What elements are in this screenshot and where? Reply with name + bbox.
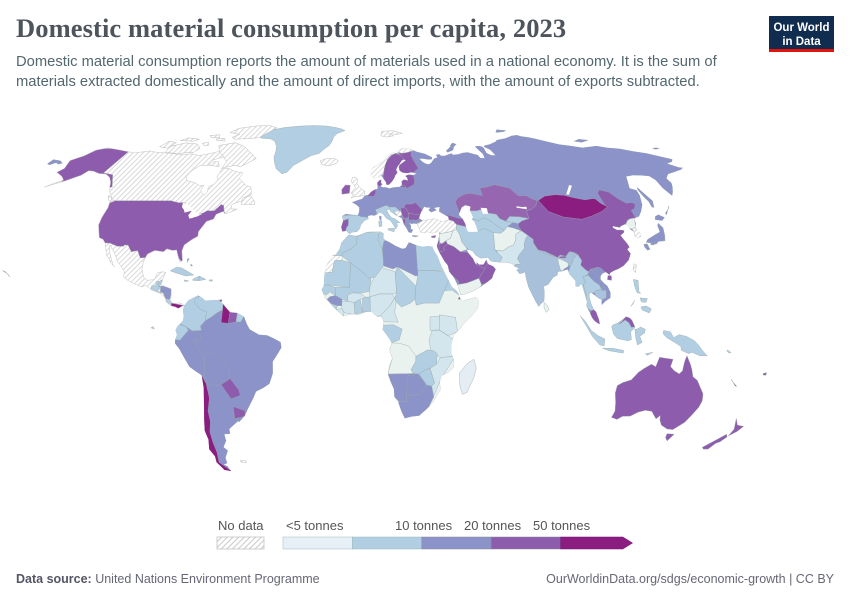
svg-text:20 tonnes: 20 tonnes [464, 518, 522, 533]
svg-text:<5 tonnes: <5 tonnes [286, 518, 344, 533]
svg-text:50 tonnes: 50 tonnes [533, 518, 591, 533]
svg-text:No data: No data [218, 518, 264, 533]
svg-text:10 tonnes: 10 tonnes [395, 518, 453, 533]
